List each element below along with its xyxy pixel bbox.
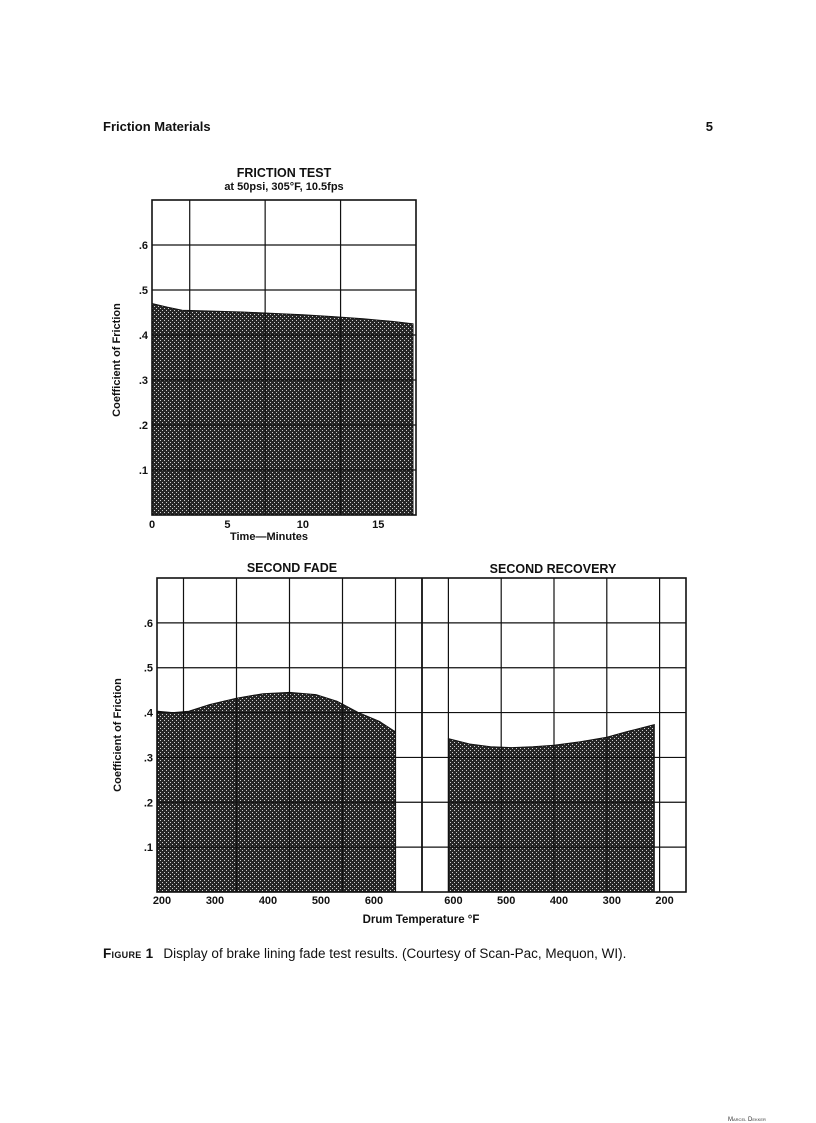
x-tick-label: 300 <box>603 895 621 907</box>
running-title: Friction Materials <box>103 119 211 134</box>
y-tick-label: .3 <box>139 375 148 387</box>
y-tick-label: .1 <box>144 842 153 854</box>
second-fade-area <box>156 691 396 893</box>
x-tick-label: 500 <box>497 895 515 907</box>
x-tick-label: 15 <box>372 519 384 531</box>
panel-title: SECOND RECOVERY <box>490 562 617 576</box>
publisher-mark: Marcel Dekker <box>728 1117 766 1123</box>
x-tick-label: 600 <box>365 895 383 907</box>
y-tick-label: .6 <box>144 618 153 630</box>
x-tick-label: 200 <box>655 895 673 907</box>
friction-test-area <box>151 302 414 516</box>
y-tick-label: .4 <box>144 708 154 720</box>
figure-caption: Figure 1 Display of brake lining fade tes… <box>103 945 715 962</box>
x-tick-label: 10 <box>297 519 309 531</box>
x-tick-label: 200 <box>153 895 171 907</box>
second-recovery-area <box>447 724 655 893</box>
x-tick-label: 400 <box>550 895 568 907</box>
x-axis-label: Time—Minutes <box>230 531 308 543</box>
chart-title: FRICTION TEST <box>237 166 332 180</box>
x-tick-label: 5 <box>224 519 230 531</box>
x-tick-label: 600 <box>444 895 462 907</box>
x-tick-label: 400 <box>259 895 277 907</box>
y-tick-label: .1 <box>139 465 148 477</box>
y-tick-label: .3 <box>144 752 153 764</box>
y-axis-label: Coefficient of Friction <box>112 678 124 792</box>
y-axis-label: Coefficient of Friction <box>111 303 123 417</box>
page-number: 5 <box>705 119 713 134</box>
x-axis-label: Drum Temperature °F <box>363 914 480 926</box>
plot-frame <box>151 199 417 516</box>
caption-text: Display of brake lining fade test result… <box>163 946 627 961</box>
running-head: Friction Materials 5 <box>103 119 713 134</box>
panel-title: SECOND FADE <box>247 561 337 575</box>
y-tick-label: .4 <box>139 330 149 342</box>
y-tick-label: .5 <box>139 285 148 297</box>
x-tick-label: 300 <box>206 895 224 907</box>
y-tick-label: .6 <box>139 240 148 252</box>
y-tick-label: .2 <box>139 420 148 432</box>
y-tick-label: .2 <box>144 797 153 809</box>
y-tick-label: .5 <box>144 663 153 675</box>
caption-label: Figure 1 <box>103 946 154 961</box>
x-tick-label: 0 <box>149 519 155 531</box>
chart-subtitle: at 50psi, 305°F, 10.5fps <box>224 181 343 193</box>
fade-recovery-chart: .1 .2 .3 .4 .5 .6 200 300 400 500 600 600 500 400 300 2… <box>112 561 687 926</box>
x-tick-label: 500 <box>312 895 330 907</box>
